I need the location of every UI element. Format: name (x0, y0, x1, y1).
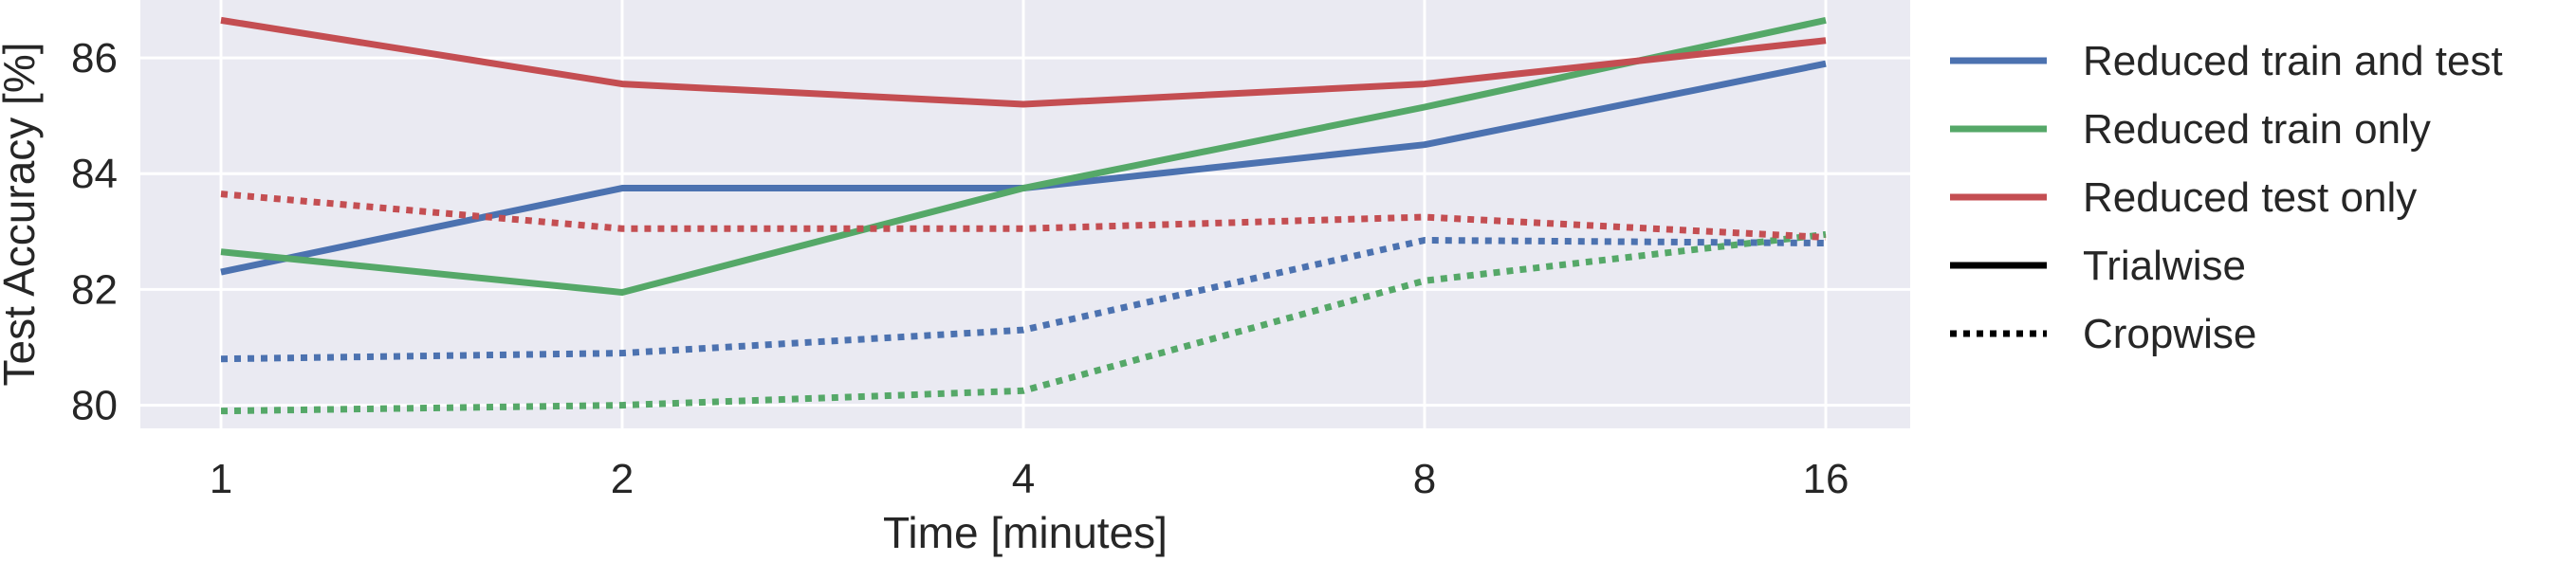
series-line-reduced-test-only-dotted (220, 190, 1827, 241)
legend: Reduced train and test Reduced train only… (1950, 38, 2503, 357)
series-line-reduced-train-only-solid (220, 16, 1827, 296)
y-tick-labels: 80 82 84 86 (71, 35, 118, 428)
series-line-reduced-test-only-solid (220, 16, 1827, 108)
x-tick-label: 16 (1803, 456, 1849, 502)
legend-label-cropwise: Cropwise (2083, 311, 2256, 357)
series-line-reduced-train-and-test-dotted (220, 236, 1827, 363)
y-axis-label: Test Accuracy [%] (0, 42, 44, 386)
series-layer (220, 16, 1827, 415)
series-line-reduced-train-only-dotted (220, 230, 1827, 415)
legend-label-trialwise: Trialwise (2083, 243, 2246, 289)
y-tick-label: 84 (71, 151, 118, 197)
x-axis-label: Time [minutes] (883, 508, 1168, 557)
y-tick-label: 86 (71, 35, 118, 82)
plot-area (140, 0, 1910, 428)
x-tick-label: 1 (210, 456, 232, 502)
x-tick-labels: 1 2 4 8 16 (210, 456, 1849, 502)
y-tick-label: 82 (71, 266, 118, 313)
y-tick-label: 80 (71, 383, 118, 429)
legend-label-reduced-train-only: Reduced train only (2083, 106, 2431, 153)
legend-label-reduced-test-only: Reduced test only (2083, 174, 2417, 221)
legend-label-reduced-train-and-test: Reduced train and test (2083, 38, 2503, 84)
x-tick-label: 8 (1413, 456, 1436, 502)
x-tick-label: 4 (1012, 456, 1035, 502)
x-tick-label: 2 (611, 456, 634, 502)
